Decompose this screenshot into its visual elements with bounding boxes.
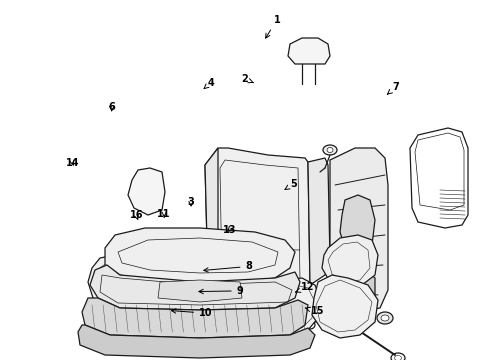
Polygon shape <box>298 296 328 322</box>
Text: 16: 16 <box>129 210 143 220</box>
Text: 15: 15 <box>305 306 324 316</box>
Ellipse shape <box>391 353 405 360</box>
Ellipse shape <box>305 321 315 329</box>
Polygon shape <box>105 228 295 282</box>
Text: 5: 5 <box>285 179 297 189</box>
Polygon shape <box>308 158 330 285</box>
Polygon shape <box>288 38 330 64</box>
Text: 9: 9 <box>199 286 244 296</box>
Text: 1: 1 <box>266 15 280 38</box>
Polygon shape <box>82 298 308 338</box>
Polygon shape <box>410 128 468 228</box>
Text: 3: 3 <box>188 197 195 207</box>
Ellipse shape <box>394 356 401 360</box>
Text: 11: 11 <box>157 209 171 219</box>
Polygon shape <box>322 235 378 288</box>
Text: 13: 13 <box>222 225 236 235</box>
Polygon shape <box>88 255 132 305</box>
Ellipse shape <box>323 145 337 155</box>
Polygon shape <box>330 148 388 312</box>
Polygon shape <box>128 168 165 215</box>
Polygon shape <box>78 325 315 358</box>
Polygon shape <box>239 310 258 330</box>
Ellipse shape <box>381 315 389 321</box>
Text: 12: 12 <box>295 282 315 292</box>
Ellipse shape <box>343 256 357 268</box>
Text: 7: 7 <box>388 82 399 94</box>
Ellipse shape <box>102 273 114 283</box>
Text: 2: 2 <box>242 74 254 84</box>
Ellipse shape <box>315 171 321 176</box>
Ellipse shape <box>377 312 393 324</box>
Polygon shape <box>205 148 310 308</box>
Ellipse shape <box>290 303 302 313</box>
Text: 8: 8 <box>204 261 252 272</box>
Polygon shape <box>342 270 375 308</box>
Polygon shape <box>312 275 378 338</box>
Polygon shape <box>90 265 300 310</box>
Text: 4: 4 <box>204 78 214 89</box>
Polygon shape <box>272 278 320 335</box>
Polygon shape <box>158 280 242 302</box>
Polygon shape <box>340 195 375 252</box>
Ellipse shape <box>336 298 354 312</box>
Polygon shape <box>205 148 218 295</box>
Text: 14: 14 <box>66 158 79 168</box>
Text: 10: 10 <box>172 308 213 318</box>
Text: 6: 6 <box>108 102 115 112</box>
Ellipse shape <box>327 148 333 153</box>
